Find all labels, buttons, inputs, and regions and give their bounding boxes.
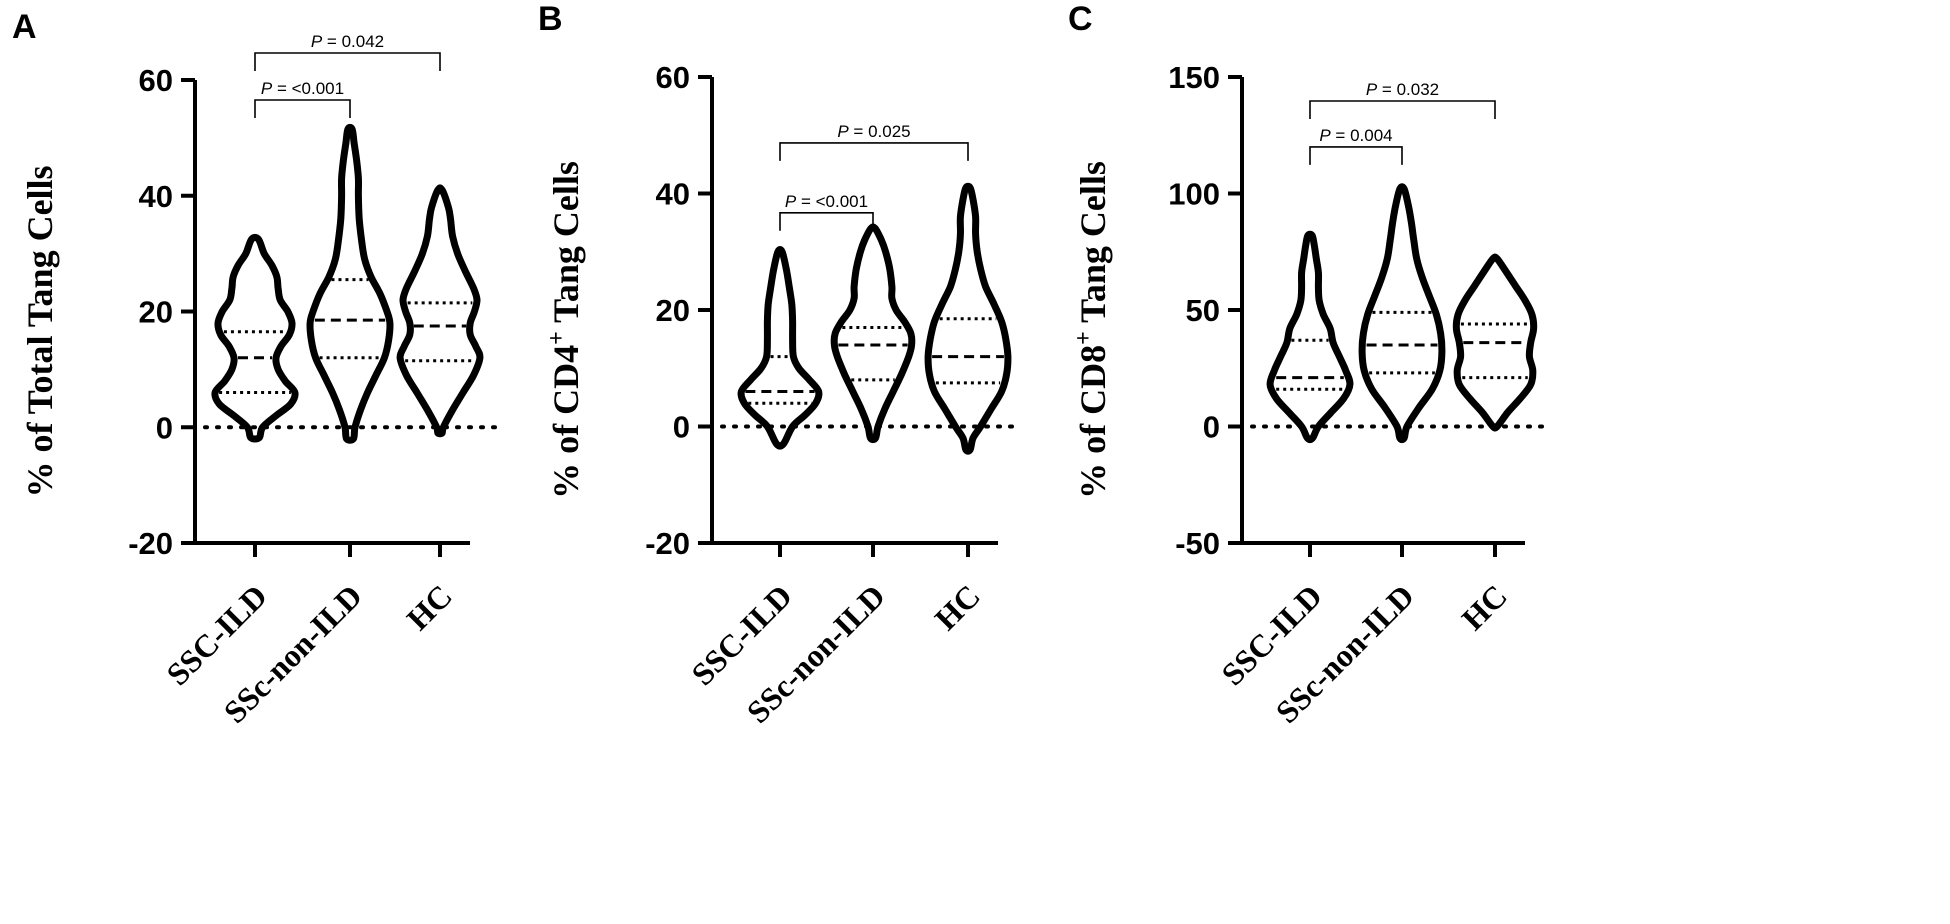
y-axis-label-main: % of CD8: [1073, 345, 1113, 499]
y-axis-label-sup: +: [1071, 331, 1097, 345]
significance-bracket: [779, 212, 874, 231]
y-tick-label: -20: [645, 526, 690, 561]
y-axis-label: % of CD4+ Tang Cells: [544, 161, 586, 499]
y-axis-label-main: % of CD4: [546, 345, 586, 499]
significance-bracket: [254, 52, 441, 71]
violin-shape: [830, 223, 916, 444]
significance-bracket: [254, 99, 351, 118]
p-value-text: = 0.025: [849, 122, 911, 141]
y-tick-label: 60: [139, 63, 173, 98]
x-tick-label: HC: [928, 577, 987, 636]
violin-shape: [737, 246, 823, 450]
p-symbol: P: [311, 32, 323, 51]
x-tick-label: HC: [1455, 577, 1514, 636]
y-axis-label-tail: Tang Cells: [1073, 161, 1113, 331]
y-tick-label: -50: [1175, 526, 1220, 561]
y-tick-label: 40: [656, 177, 690, 212]
significance-bracket: [1309, 100, 1496, 119]
y-tick-label: 40: [139, 179, 173, 214]
y-tick-label: 0: [673, 410, 690, 445]
p-value-label: P = <0.001: [785, 192, 868, 211]
significance-bracket: [1309, 146, 1403, 165]
p-value-text: = <0.001: [272, 79, 344, 98]
y-axis-label-tail: Tang Cells: [546, 161, 586, 331]
p-symbol: P: [1319, 126, 1331, 145]
p-value-text: = 0.004: [1331, 126, 1393, 145]
y-tick-label: 0: [1203, 410, 1220, 445]
y-tick-label: 150: [1168, 60, 1220, 95]
y-tick-label: 20: [139, 295, 173, 330]
y-tick-label: 100: [1168, 177, 1220, 212]
p-value-label: P = <0.001: [261, 79, 344, 98]
p-value-label: P = 0.025: [837, 122, 910, 141]
p-symbol: P: [1366, 80, 1378, 99]
x-tick-label: HC: [400, 577, 459, 636]
y-axis-label: % of CD8+ Tang Cells: [1071, 161, 1113, 499]
violin-shape: [211, 233, 299, 443]
violin-shape: [1452, 253, 1538, 432]
p-value-label: P = 0.004: [1319, 126, 1392, 145]
violin-shape: [396, 184, 484, 438]
violin-shape: [924, 182, 1012, 455]
p-symbol: P: [261, 79, 273, 98]
p-value-text: = 0.032: [1377, 80, 1439, 99]
significance-bracket: [779, 142, 969, 161]
y-axis-label-sup: +: [544, 331, 570, 345]
p-value-text: = <0.001: [796, 192, 868, 211]
panel-letter: C: [1068, 0, 1093, 38]
y-tick-label: 0: [156, 410, 173, 445]
p-symbol: P: [785, 192, 797, 211]
p-value-label: P = 0.032: [1366, 80, 1439, 99]
violin-shape: [1358, 183, 1446, 444]
p-symbol: P: [837, 122, 849, 141]
panel-letter: B: [538, 0, 563, 38]
violin-shape: [306, 123, 394, 444]
y-tick-label: 60: [656, 60, 690, 95]
panel-letter: A: [12, 8, 37, 46]
violin-shape: [1266, 230, 1354, 444]
y-axis-label-main: % of Total Tang Cells: [20, 165, 60, 497]
y-axis-label: % of Total Tang Cells: [20, 165, 60, 497]
y-tick-label: 50: [1186, 293, 1220, 328]
y-tick-label: -20: [128, 526, 173, 561]
y-tick-label: 20: [656, 293, 690, 328]
p-value-text: = 0.042: [322, 32, 384, 51]
p-value-label: P = 0.042: [311, 32, 384, 51]
